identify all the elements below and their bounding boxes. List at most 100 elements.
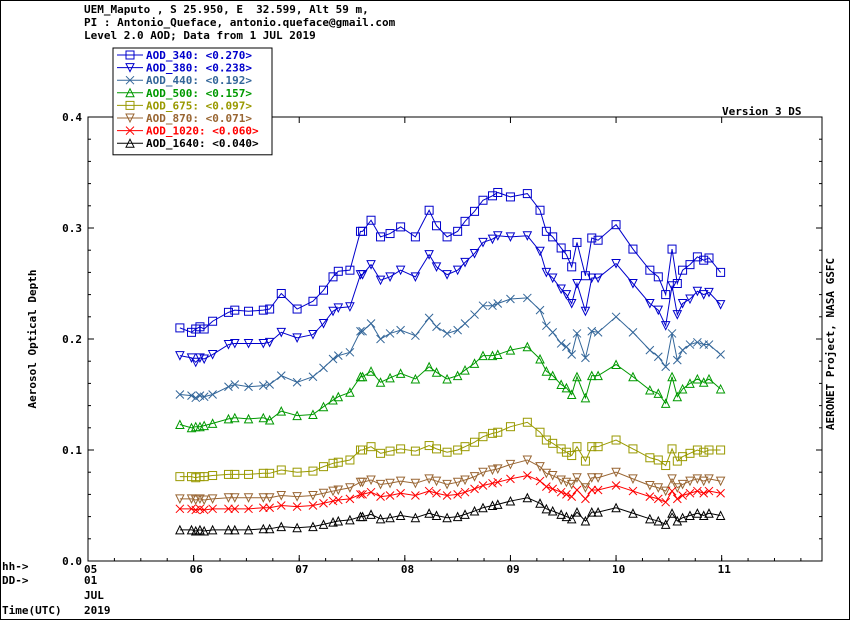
data-point <box>587 485 597 495</box>
data-point <box>328 458 338 468</box>
data-point <box>716 445 726 455</box>
data-point <box>478 195 488 205</box>
data-point <box>276 501 286 510</box>
data-point <box>492 464 503 474</box>
header-pi-line: PI : Antonio_Queface, antonio.queface@gm… <box>84 16 396 29</box>
data-point <box>572 371 582 382</box>
data-point <box>572 473 582 483</box>
data-point <box>264 337 275 348</box>
data-point <box>660 398 671 408</box>
data-point <box>186 524 197 535</box>
data-point <box>432 488 441 498</box>
data-point <box>567 262 577 272</box>
data-point <box>548 484 558 494</box>
legend-marker <box>125 113 135 124</box>
data-point <box>505 459 516 470</box>
data-point <box>460 216 470 226</box>
data-point <box>385 491 395 500</box>
data-point <box>493 477 503 487</box>
data-point <box>672 279 682 288</box>
data-point <box>319 363 328 373</box>
data-point <box>276 371 286 380</box>
data-point <box>478 350 488 361</box>
data-point <box>586 473 597 483</box>
data-point <box>547 505 558 516</box>
data-point <box>424 441 434 451</box>
data-point <box>345 455 355 465</box>
data-point <box>493 427 503 437</box>
data-point <box>699 447 709 457</box>
data-point <box>366 260 376 270</box>
data-point <box>366 487 376 497</box>
data-point <box>645 345 655 355</box>
data-point <box>410 478 421 489</box>
data-point <box>693 486 702 496</box>
data-point <box>492 231 503 241</box>
legend-entry: AOD_1020: <0.060> <box>146 125 259 138</box>
data-point <box>645 492 655 501</box>
data-point <box>548 232 558 242</box>
data-point <box>653 483 664 493</box>
data-point <box>672 310 683 320</box>
data-point <box>175 472 185 482</box>
data-point <box>333 391 344 402</box>
data-point <box>395 476 406 487</box>
data-point <box>535 305 545 315</box>
data-point <box>677 512 688 523</box>
y-tick-label: 0.3 <box>62 222 82 235</box>
data-point <box>258 412 269 423</box>
data-point <box>452 370 463 381</box>
data-point <box>442 479 452 490</box>
data-point <box>460 487 470 497</box>
data-point <box>581 353 590 363</box>
data-point <box>208 390 217 399</box>
data-point <box>264 414 275 425</box>
data-point <box>478 502 488 513</box>
y-tick-label: 0.1 <box>62 444 82 457</box>
legend-entry: AOD_340: <0.270> <box>146 49 252 62</box>
data-point <box>357 270 368 280</box>
data-point <box>645 384 655 395</box>
data-point <box>175 323 185 333</box>
data-point <box>175 351 185 361</box>
data-point <box>572 279 582 289</box>
data-point <box>276 521 287 532</box>
data-point <box>276 465 286 475</box>
data-point <box>199 324 209 334</box>
data-point <box>541 468 552 479</box>
data-point <box>547 471 558 481</box>
data-point <box>345 483 355 493</box>
data-point <box>223 493 234 503</box>
data-point <box>572 442 582 452</box>
data-point <box>704 486 714 496</box>
data-point <box>424 474 434 484</box>
data-point <box>243 524 254 535</box>
data-point <box>611 312 621 322</box>
data-point <box>452 511 463 522</box>
data-point <box>478 237 488 248</box>
data-point <box>453 226 463 236</box>
data-point <box>376 334 385 344</box>
data-point <box>460 319 470 328</box>
data-point <box>308 330 318 340</box>
data-point <box>653 455 663 465</box>
data-point <box>704 340 714 349</box>
data-point <box>424 250 434 260</box>
legend-entry: AOD_440: <0.192> <box>146 74 252 87</box>
data-point <box>692 474 703 484</box>
data-point <box>541 366 552 376</box>
series-aod-380 <box>175 231 726 368</box>
data-point <box>593 485 603 495</box>
data-point <box>385 329 395 338</box>
data-point <box>611 467 621 478</box>
data-point <box>487 191 497 201</box>
data-point <box>230 469 240 479</box>
data-point <box>229 524 240 535</box>
legend-marker <box>125 138 135 148</box>
data-point <box>692 445 702 455</box>
data-point <box>653 305 664 316</box>
data-point <box>292 522 302 533</box>
legend-marker <box>125 100 135 110</box>
data-point <box>258 503 268 513</box>
data-point <box>556 243 566 253</box>
